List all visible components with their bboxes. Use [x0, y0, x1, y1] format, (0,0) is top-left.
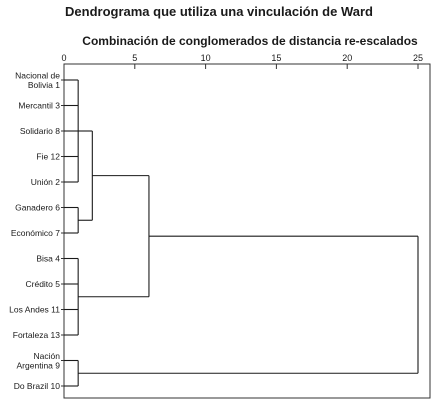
leaf-label: Fortaleza 13	[13, 330, 61, 340]
leaf-label: Fie 12	[36, 152, 60, 162]
axis-subtitle: Combinación de conglomerados de distanci…	[82, 34, 418, 48]
axis-tick-label: 25	[413, 53, 423, 63]
leaf-label: Económico 7	[11, 228, 60, 238]
leaf-label: Unión 2	[31, 177, 61, 187]
leaf-label: Los Andes 11	[9, 305, 60, 315]
leaf-label: Argentina 9	[17, 360, 61, 370]
chart-title: Dendrograma que utiliza una vinculación …	[65, 4, 373, 19]
axis-tick-label: 5	[132, 53, 137, 63]
leaf-label: Bisa 4	[36, 254, 60, 264]
leaf-label: Crédito 5	[26, 279, 61, 289]
leaf-label: Ganadero 6	[15, 203, 60, 213]
plot-frame	[63, 63, 431, 399]
leaf-label: Do Brazil 10	[14, 381, 61, 391]
leaf-label: Bolivia 1	[28, 80, 60, 90]
leaf-label: Mercantil 3	[18, 101, 60, 111]
axis-tick-label: 10	[201, 53, 211, 63]
axis-tick-label: 0	[61, 53, 66, 63]
axis-tick-label: 15	[271, 53, 281, 63]
axis-tick-label: 20	[342, 53, 352, 63]
leaf-label: Nación	[34, 351, 61, 361]
leaf-label: Nacional de	[15, 70, 60, 80]
leaf-label: Solidario 8	[20, 126, 60, 136]
